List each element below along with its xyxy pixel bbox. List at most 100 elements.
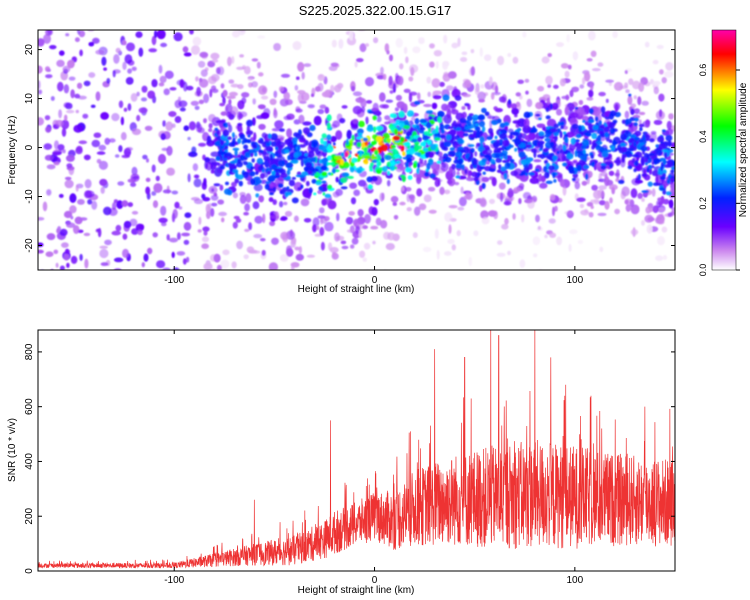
- spectrogram-blob: [332, 142, 336, 146]
- spectrogram-blob: [484, 54, 492, 62]
- spectrogram-blob: [260, 238, 266, 242]
- spectrogram-blob: [74, 93, 81, 99]
- spectrogram-blob: [213, 253, 221, 263]
- spectrogram-blob: [590, 81, 594, 91]
- spectrogram-blob: [643, 152, 649, 160]
- spectrogram-blob: [372, 115, 377, 121]
- spectrogram-blob: [427, 91, 432, 98]
- spectrogram-blob: [130, 182, 137, 187]
- spectrogram-blob: [482, 149, 488, 155]
- spectrogram-blob: [235, 218, 242, 223]
- spectrogram-blob: [151, 35, 157, 46]
- spectrogram-blob: [327, 184, 333, 190]
- spectrogram-blob: [151, 79, 158, 88]
- spectrogram-blob: [303, 166, 310, 172]
- spectrogram-blob: [624, 70, 628, 74]
- spectrogram-blob: [467, 170, 473, 177]
- spectrogram-blob: [428, 209, 437, 214]
- spectrogram-blob: [120, 132, 127, 141]
- colorbar-gradient: [711, 29, 737, 271]
- spectrogram-blob: [38, 89, 43, 95]
- spectrogram-blob: [152, 232, 158, 238]
- spectrogram-blob: [582, 139, 590, 147]
- spectrogram-blob: [539, 143, 544, 150]
- spectrogram-blob: [657, 236, 665, 246]
- spectrogram-blob: [57, 81, 64, 92]
- spectrogram-blob: [538, 117, 542, 121]
- spectrogram-blob: [257, 35, 266, 39]
- spectrogram-blob: [146, 158, 149, 163]
- spectrogram-blob: [434, 179, 440, 188]
- spectrogram-blob: [351, 157, 358, 163]
- spectrogram-blob: [574, 181, 581, 190]
- spectrogram-blob: [644, 157, 648, 163]
- spectrogram-blob: [433, 133, 441, 137]
- spectrogram-blob: [604, 161, 612, 166]
- spectrogram-blob: [543, 166, 548, 173]
- spectrogram-blob: [53, 161, 60, 166]
- spectrogram-blob: [243, 211, 249, 216]
- spectrogram-blob: [122, 233, 128, 240]
- spectrogram-blob: [498, 96, 507, 103]
- spectrogram-blob: [280, 73, 291, 78]
- spectrogram-blob: [220, 83, 225, 89]
- spectrogram-blob: [286, 162, 292, 167]
- spectrogram-blob: [664, 71, 674, 78]
- spectrogram-blob: [59, 265, 65, 270]
- spectrogram-blob: [352, 91, 363, 97]
- spectrogram-blob: [210, 208, 215, 217]
- spectrogram-blob: [462, 132, 469, 137]
- spectrogram-blob: [321, 274, 325, 278]
- spectrogram-blob: [348, 211, 355, 216]
- spectrogram-blob: [428, 186, 436, 192]
- spectrogram-blob: [74, 37, 80, 43]
- spectrogram-blob: [465, 192, 471, 196]
- spectrogram-blob: [365, 43, 369, 47]
- spectrogram-blob: [385, 99, 394, 103]
- spectrogram-blob: [103, 67, 107, 71]
- spectrogram-blob: [586, 130, 591, 134]
- spectrogram-blob: [265, 146, 274, 152]
- spectrogram-blob: [577, 239, 584, 245]
- spectrogram-blob: [449, 129, 457, 136]
- spectrogram-blob: [331, 168, 336, 174]
- spectrogram-blob: [317, 190, 323, 195]
- spectrogram-blob: [183, 221, 192, 231]
- spectrogram-blob: [584, 132, 592, 137]
- spectrogram-blob: [414, 118, 420, 125]
- spectrogram-blob: [523, 118, 530, 129]
- spectrogram-blob: [84, 190, 93, 199]
- spectrogram-blob: [300, 198, 310, 207]
- spectrogram-blob: [214, 167, 223, 177]
- spectrogram-blob: [239, 154, 245, 161]
- spectrogram-blob: [556, 150, 560, 155]
- spectrogram-blob: [190, 100, 199, 106]
- spectrogram-blob: [549, 141, 555, 148]
- spectrogram-blob: [443, 146, 449, 151]
- spectrogram-blob: [278, 128, 285, 132]
- spectrogram-blob: [381, 192, 385, 201]
- spectrogram-blob: [203, 262, 213, 270]
- spectrogram-blob: [648, 152, 656, 157]
- spectrogram-blob: [403, 125, 410, 130]
- spectrogram-blob: [106, 78, 111, 84]
- spectrogram-blob: [158, 64, 163, 74]
- spectrogram-blob: [45, 66, 50, 72]
- spectrogram-blob: [367, 184, 373, 190]
- spectrogram-blob: [572, 173, 579, 179]
- spectrogram-blob: [623, 153, 627, 158]
- spectrogram-blob: [221, 217, 225, 223]
- spectrogram-blob: [38, 80, 41, 90]
- spectrogram-blob: [199, 51, 209, 58]
- spectrogram-blob: [291, 159, 299, 164]
- spectrogram-blob: [251, 158, 255, 163]
- spectrogram-blob: [658, 201, 664, 206]
- spectrogram-blob: [610, 145, 615, 152]
- spectrogram-blob: [127, 68, 132, 74]
- spectrogram-blob: [418, 203, 427, 211]
- spectrogram-blob: [248, 222, 253, 231]
- spectrogram-blob: [138, 47, 144, 57]
- spectrogram-blob: [392, 135, 401, 141]
- spectrogram-blob: [234, 178, 240, 184]
- spectrogram-blob: [390, 196, 399, 203]
